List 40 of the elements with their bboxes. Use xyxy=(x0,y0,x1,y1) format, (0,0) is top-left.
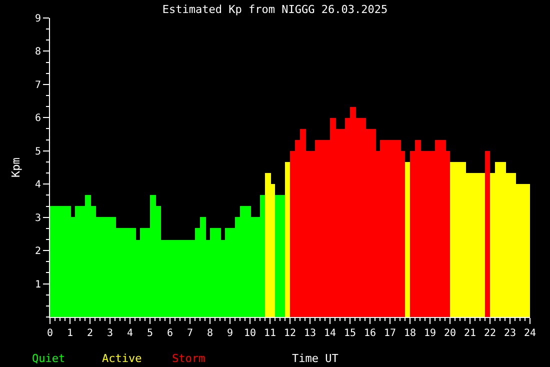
x-tick-label: 23 xyxy=(504,328,516,339)
x-tick-label: 18 xyxy=(404,328,416,339)
x-tick-label: 13 xyxy=(304,328,316,339)
x-tick-label: 14 xyxy=(324,328,336,339)
y-tick-label: 8 xyxy=(34,46,41,58)
x-tick-label: 21 xyxy=(464,328,476,339)
y-tick-label: 1 xyxy=(34,279,41,290)
x-tick-label: 15 xyxy=(344,328,356,339)
text: Quiet xyxy=(32,352,66,365)
y-tick-label: 2 xyxy=(34,246,41,258)
y-tick-label: 3 xyxy=(34,212,41,224)
x-tick-label: 22 xyxy=(484,328,496,339)
y-tick-label: 7 xyxy=(34,80,41,91)
x-tick-label: 5 xyxy=(146,328,154,339)
x-tick-label: 8 xyxy=(206,328,214,339)
x-tick-label: 17 xyxy=(384,328,396,339)
x-tick-label: 10 xyxy=(244,328,256,339)
y-axis-title: Kpm xyxy=(10,157,23,178)
x-tick-label: 7 xyxy=(186,328,194,339)
x-tick-label: 19 xyxy=(424,328,436,339)
text: Active xyxy=(102,352,142,365)
x-tick-label: 2 xyxy=(86,328,94,339)
y-tick-label: 6 xyxy=(34,113,41,124)
x-axis-title: Time UT xyxy=(292,352,339,365)
text: Storm xyxy=(172,352,206,365)
y-tick-label: 5 xyxy=(34,146,41,158)
chart-title: Estimated Kp from NIGGG 26.03.2025 xyxy=(162,3,388,16)
x-tick-label: 16 xyxy=(364,328,376,339)
x-tick-label: 9 xyxy=(226,328,234,339)
x-tick-label: 24 xyxy=(524,328,536,339)
y-tick-label: 9 xyxy=(34,14,41,24)
x-tick-label: 6 xyxy=(166,328,174,339)
x-tick-label: 11 xyxy=(264,328,276,339)
x-tick-label: 3 xyxy=(106,328,114,339)
x-tick-label: 4 xyxy=(126,328,134,339)
x-tick-label: 0 xyxy=(46,328,54,339)
x-tick-label: 1 xyxy=(66,328,74,339)
x-tick-label: 12 xyxy=(284,328,296,339)
x-tick-label: 20 xyxy=(444,328,456,339)
y-tick-label: 4 xyxy=(34,180,41,191)
